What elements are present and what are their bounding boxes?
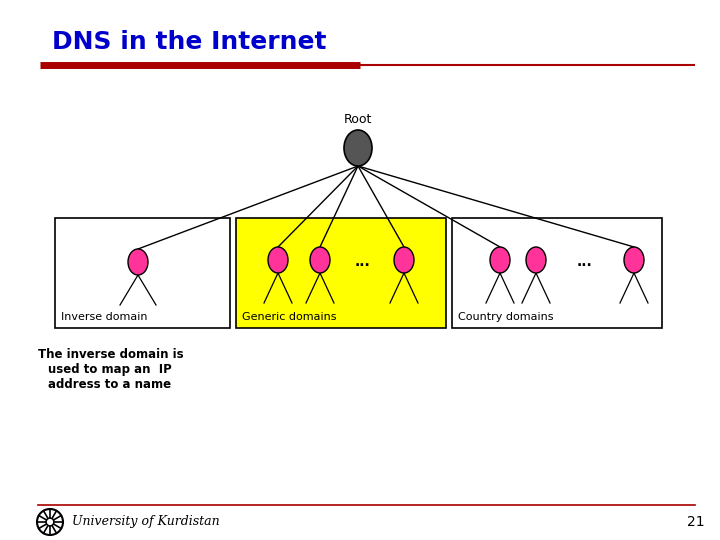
Text: Root: Root: [344, 113, 372, 126]
Ellipse shape: [128, 249, 148, 275]
Text: used to map an  IP: used to map an IP: [48, 363, 172, 376]
Ellipse shape: [624, 247, 644, 273]
Text: Inverse domain: Inverse domain: [61, 312, 148, 322]
Ellipse shape: [344, 130, 372, 166]
Text: address to a name: address to a name: [48, 378, 171, 391]
Bar: [236, 218, 446, 328]
Ellipse shape: [526, 247, 546, 273]
Ellipse shape: [394, 247, 414, 273]
Text: 21: 21: [688, 515, 705, 529]
Ellipse shape: [310, 247, 330, 273]
Text: DNS in the Internet: DNS in the Internet: [52, 30, 326, 54]
Ellipse shape: [268, 247, 288, 273]
Ellipse shape: [490, 247, 510, 273]
Text: Country domains: Country domains: [458, 312, 554, 322]
Text: ...: ...: [354, 255, 370, 269]
Text: Generic domains: Generic domains: [242, 312, 336, 322]
Text: University of Kurdistan: University of Kurdistan: [72, 516, 220, 529]
Bar: [55, 218, 230, 328]
Text: The inverse domain is: The inverse domain is: [38, 348, 184, 361]
Text: ...: ...: [577, 255, 593, 269]
Bar: [452, 218, 662, 328]
